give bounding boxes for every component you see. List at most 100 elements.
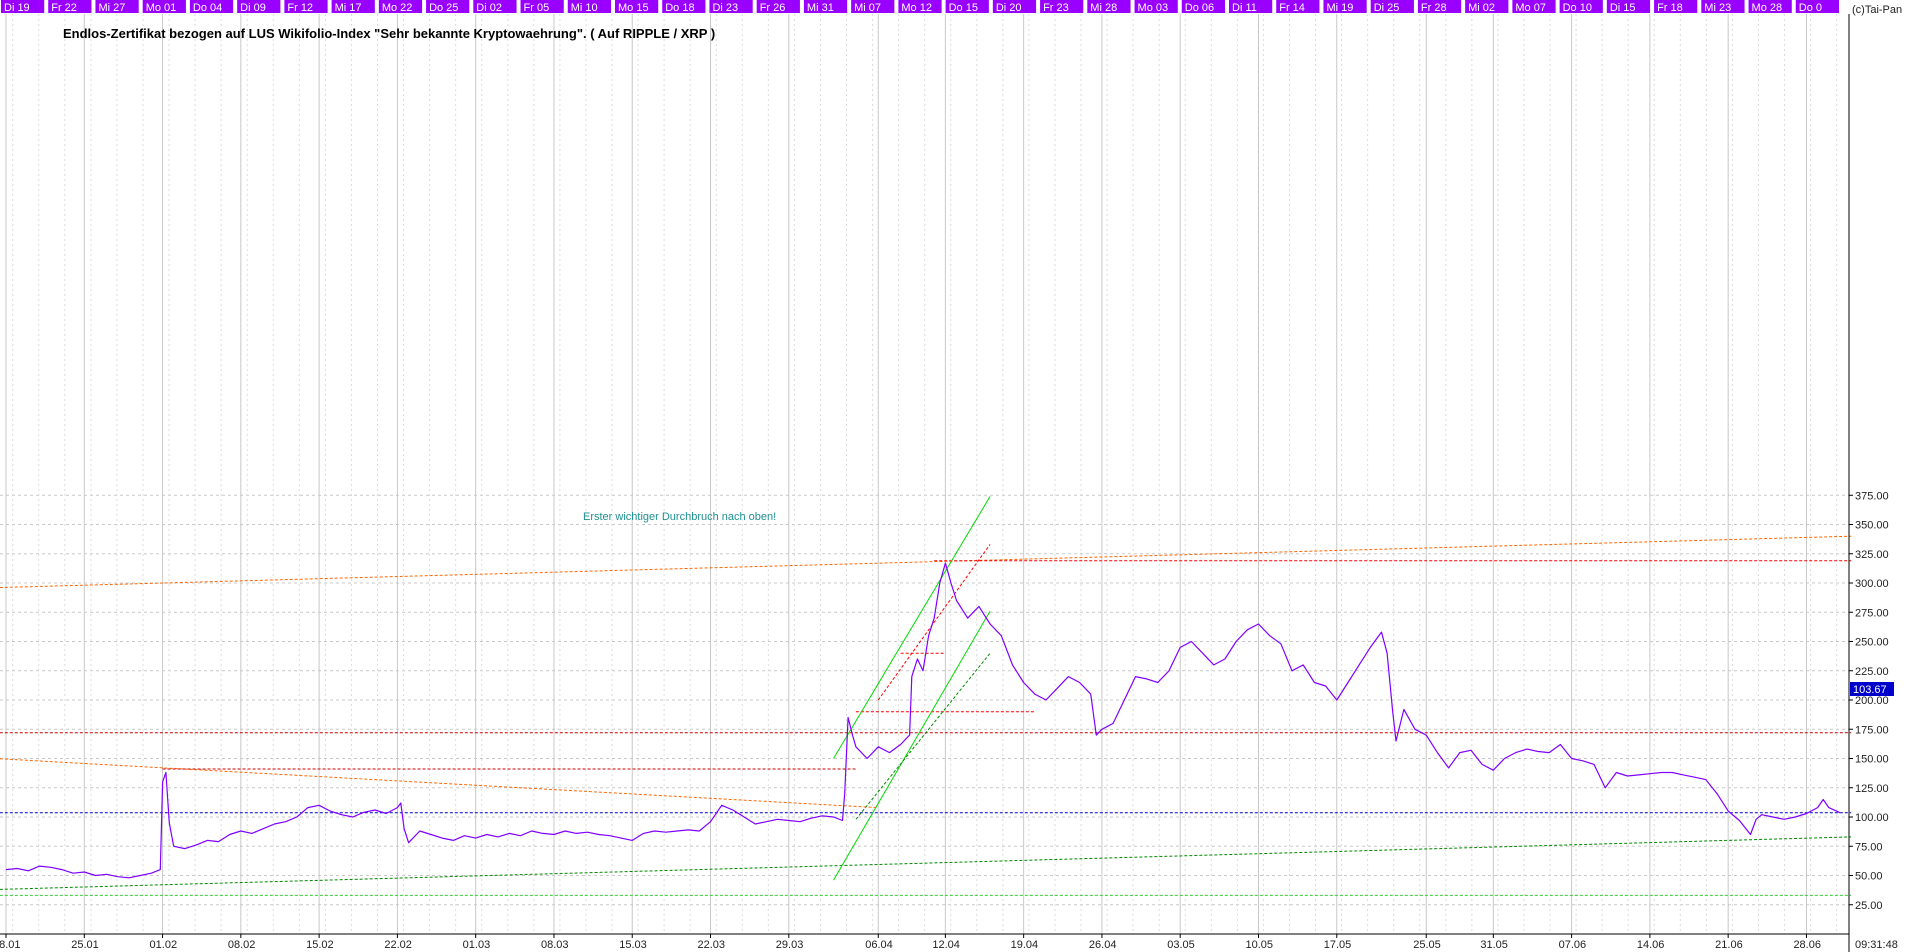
day-label: Do 0 — [1799, 2, 1822, 14]
day-label-box — [898, 0, 942, 13]
day-label-box — [331, 0, 375, 13]
x-tick-label: 29.03 — [776, 939, 804, 951]
x-tick-label: 08.02 — [228, 939, 256, 951]
day-label: Mi 31 — [807, 2, 834, 14]
day-label: Mo 22 — [382, 2, 413, 14]
day-label-box — [1229, 0, 1273, 13]
day-label-box — [237, 0, 281, 13]
y-tick-label: 300.00 — [1855, 578, 1889, 590]
day-label: Fr 26 — [760, 2, 786, 14]
annotation-text: Erster wichtiger Durchbruch nach oben! — [583, 511, 776, 523]
day-label-box — [615, 0, 659, 13]
day-label: Fr 28 — [1421, 2, 1447, 14]
y-tick-label: 175.00 — [1855, 724, 1889, 736]
y-tick-label: 250.00 — [1855, 637, 1889, 649]
x-tick-label: 06.04 — [865, 939, 893, 951]
x-tick-label: 25.01 — [71, 939, 99, 951]
trendline-red — [877, 544, 991, 701]
day-label-box — [473, 0, 517, 13]
y-tick-label: 325.00 — [1855, 549, 1889, 561]
day-label: Mo 12 — [901, 2, 932, 14]
day-label: Mi 17 — [335, 2, 362, 14]
x-tick-label: 31.05 — [1480, 939, 1508, 951]
series-line-price — [5, 562, 1841, 879]
last-price-label: 103.67 — [1853, 684, 1887, 696]
resistance-line-falling — [0, 758, 879, 809]
day-label: Do 25 — [429, 2, 458, 14]
day-label-box — [1559, 0, 1603, 13]
day-label-box — [378, 0, 423, 13]
day-label: Mi 10 — [571, 2, 598, 14]
day-label-box — [1134, 0, 1178, 13]
day-label-box — [1465, 0, 1509, 13]
day-label-box — [1654, 0, 1698, 13]
y-tick-label: 150.00 — [1855, 754, 1889, 766]
day-label-box — [142, 0, 186, 13]
day-label: Do 18 — [665, 2, 694, 14]
day-label-box — [1, 0, 45, 13]
day-label-box — [851, 0, 895, 13]
x-tick-label: 01.03 — [463, 939, 491, 951]
day-label-box — [756, 0, 800, 13]
day-label: Mo 01 — [146, 2, 177, 14]
day-label-box — [992, 0, 1037, 13]
day-label-box — [1323, 0, 1367, 13]
x-tick-label: 15.03 — [619, 939, 647, 951]
day-label-box — [189, 0, 234, 13]
day-label-box — [1512, 0, 1556, 13]
day-label: Mo 15 — [618, 2, 649, 14]
day-label-box — [95, 0, 139, 13]
day-label-box — [1748, 0, 1792, 13]
day-label: Mi 02 — [1468, 2, 1495, 14]
day-label: Do 15 — [949, 2, 978, 14]
y-tick-label: 125.00 — [1855, 783, 1889, 795]
channel-line-green-2 — [833, 610, 991, 881]
day-label-box — [1417, 0, 1462, 13]
channel-line-green-1 — [833, 496, 991, 759]
day-label: Fr 05 — [524, 2, 550, 14]
day-label: Di 25 — [1374, 2, 1400, 14]
support-line-long — [0, 836, 1852, 890]
day-label-box — [567, 0, 611, 13]
x-tick-label: 21.06 — [1715, 939, 1743, 951]
day-label: Fr 12 — [287, 2, 313, 14]
day-label: Fr 18 — [1657, 2, 1683, 14]
day-label: Mi 07 — [854, 2, 881, 14]
grid — [0, 14, 1849, 934]
day-label: Di 15 — [1610, 2, 1636, 14]
day-label-box — [1087, 0, 1131, 13]
day-label: Fr 22 — [51, 2, 77, 14]
day-label: Mo 28 — [1752, 2, 1783, 14]
day-label: Di 23 — [712, 2, 738, 14]
day-label-box — [1040, 0, 1084, 13]
channel-line-green-dashed — [855, 652, 991, 820]
day-label-box — [1370, 0, 1414, 13]
x-tick-label: 10.05 — [1245, 939, 1273, 951]
y-tick-label: 50.00 — [1855, 871, 1883, 883]
day-label: Fr 23 — [1043, 2, 1069, 14]
day-label-box — [426, 0, 470, 13]
x-tick-label: 18.01 — [0, 939, 21, 951]
x-tick-label: 25.05 — [1413, 939, 1441, 951]
y-tick-label: 100.00 — [1855, 812, 1889, 824]
day-label-row: Di 19 Fr 22 Mi 27 Mo 01 Do 04 Di 09 Fr 12 Mi 17… — [1, 0, 1839, 14]
y-tick-label: 75.00 — [1855, 841, 1883, 853]
x-tick-label: 15.02 — [306, 939, 334, 951]
y-tick-label: 350.00 — [1855, 520, 1889, 532]
day-label-box — [1701, 0, 1745, 13]
x-tick-label: 22.03 — [698, 939, 726, 951]
day-label: Di 19 — [4, 2, 30, 14]
day-label-box — [709, 0, 753, 13]
x-tick-label: 19.04 — [1011, 939, 1039, 951]
day-label: Fr 14 — [1279, 2, 1305, 14]
day-label-box — [1795, 0, 1839, 13]
series-layer — [5, 562, 1841, 879]
day-label-box — [1606, 0, 1651, 13]
y-tick-label: 25.00 — [1855, 900, 1883, 912]
x-tick-label: 01.02 — [150, 939, 178, 951]
day-label-box — [520, 0, 564, 13]
copyright-label: (c)Tai-Pan — [1852, 4, 1902, 16]
x-tick-label: 03.05 — [1167, 939, 1195, 951]
trendlines — [0, 496, 1852, 896]
day-label-box — [1181, 0, 1225, 13]
